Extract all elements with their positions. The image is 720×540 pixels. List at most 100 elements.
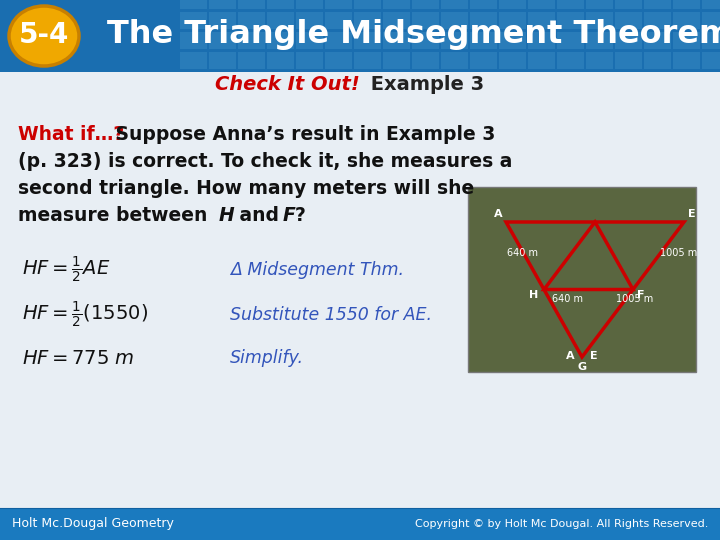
Bar xyxy=(644,0,671,9)
Bar xyxy=(615,32,642,49)
Bar xyxy=(296,32,323,49)
Bar xyxy=(209,52,236,69)
Bar xyxy=(354,12,381,29)
Text: Example 3: Example 3 xyxy=(364,76,484,94)
Text: $HF = 775\ m$: $HF = 775\ m$ xyxy=(22,348,135,368)
Text: Simplify.: Simplify. xyxy=(230,349,304,367)
Text: $HF = \frac{1}{2}AE$: $HF = \frac{1}{2}AE$ xyxy=(22,255,111,285)
Bar xyxy=(586,52,613,69)
Text: 640 m: 640 m xyxy=(507,248,538,258)
Bar xyxy=(412,52,439,69)
Bar xyxy=(702,52,720,69)
Bar xyxy=(209,32,236,49)
Bar xyxy=(267,0,294,9)
Bar xyxy=(412,0,439,9)
Bar xyxy=(267,32,294,49)
Bar xyxy=(209,12,236,29)
Bar xyxy=(412,12,439,29)
Text: Check It Out!: Check It Out! xyxy=(215,76,360,94)
Text: second triangle. How many meters will she: second triangle. How many meters will sh… xyxy=(18,179,474,198)
Bar xyxy=(499,32,526,49)
Text: Δ Midsegment Thm.: Δ Midsegment Thm. xyxy=(230,261,404,279)
Bar xyxy=(238,12,265,29)
Text: E: E xyxy=(688,209,696,219)
Bar xyxy=(354,52,381,69)
Bar xyxy=(383,12,410,29)
Bar xyxy=(325,12,352,29)
Bar xyxy=(528,0,555,9)
Bar xyxy=(586,0,613,9)
Bar xyxy=(557,52,584,69)
Bar xyxy=(441,32,468,49)
Text: 5-4: 5-4 xyxy=(19,21,69,49)
Bar xyxy=(296,12,323,29)
Bar xyxy=(673,52,700,69)
Text: ?: ? xyxy=(295,206,306,225)
Ellipse shape xyxy=(9,6,79,66)
Text: F: F xyxy=(637,291,644,300)
Bar xyxy=(0,508,720,540)
Bar xyxy=(470,52,497,69)
Bar xyxy=(0,0,720,72)
Bar xyxy=(325,0,352,9)
Bar xyxy=(325,52,352,69)
Text: and: and xyxy=(233,206,286,225)
Text: A: A xyxy=(494,209,503,219)
Bar xyxy=(702,12,720,29)
Text: A: A xyxy=(566,351,575,361)
Text: What if…?: What if…? xyxy=(18,125,125,144)
Bar xyxy=(441,52,468,69)
Bar xyxy=(383,32,410,49)
Bar xyxy=(180,0,207,9)
Bar xyxy=(180,32,207,49)
Bar xyxy=(470,32,497,49)
Bar xyxy=(383,0,410,9)
Bar xyxy=(238,0,265,9)
Text: Copyright © by Holt Mc Dougal. All Rights Reserved.: Copyright © by Holt Mc Dougal. All Right… xyxy=(415,519,708,529)
Text: 640 m: 640 m xyxy=(552,294,582,303)
Bar xyxy=(673,32,700,49)
Bar xyxy=(267,12,294,29)
Bar xyxy=(615,12,642,29)
Text: Suppose Anna’s result in Example 3: Suppose Anna’s result in Example 3 xyxy=(109,125,495,144)
Text: F: F xyxy=(283,206,296,225)
Bar xyxy=(180,52,207,69)
Bar xyxy=(470,0,497,9)
Bar xyxy=(499,12,526,29)
Bar xyxy=(470,12,497,29)
Bar xyxy=(180,12,207,29)
Text: 1005 m: 1005 m xyxy=(616,294,653,303)
Bar xyxy=(644,32,671,49)
Bar xyxy=(644,12,671,29)
Bar xyxy=(383,52,410,69)
Text: E: E xyxy=(590,351,598,361)
Bar xyxy=(354,32,381,49)
Bar xyxy=(441,12,468,29)
Bar xyxy=(412,32,439,49)
Text: Substitute 1550 for AE.: Substitute 1550 for AE. xyxy=(230,306,432,324)
Bar xyxy=(615,0,642,9)
Bar xyxy=(528,32,555,49)
Text: $HF = \frac{1}{2}(1550)$: $HF = \frac{1}{2}(1550)$ xyxy=(22,300,148,330)
Bar xyxy=(441,0,468,9)
Bar xyxy=(528,12,555,29)
Bar xyxy=(615,52,642,69)
Bar xyxy=(354,0,381,9)
Text: measure between: measure between xyxy=(18,206,214,225)
Text: The Triangle Midsegment Theorem: The Triangle Midsegment Theorem xyxy=(107,19,720,51)
Bar xyxy=(702,0,720,9)
Bar xyxy=(586,32,613,49)
Bar xyxy=(644,52,671,69)
Bar xyxy=(499,0,526,9)
Bar xyxy=(238,52,265,69)
Bar xyxy=(557,12,584,29)
Bar xyxy=(296,52,323,69)
Bar xyxy=(557,0,584,9)
Text: H: H xyxy=(219,206,235,225)
Bar xyxy=(325,32,352,49)
Bar xyxy=(499,52,526,69)
Text: G: G xyxy=(577,362,587,372)
Bar xyxy=(528,52,555,69)
Text: 1005 m: 1005 m xyxy=(660,248,698,258)
Bar xyxy=(586,12,613,29)
